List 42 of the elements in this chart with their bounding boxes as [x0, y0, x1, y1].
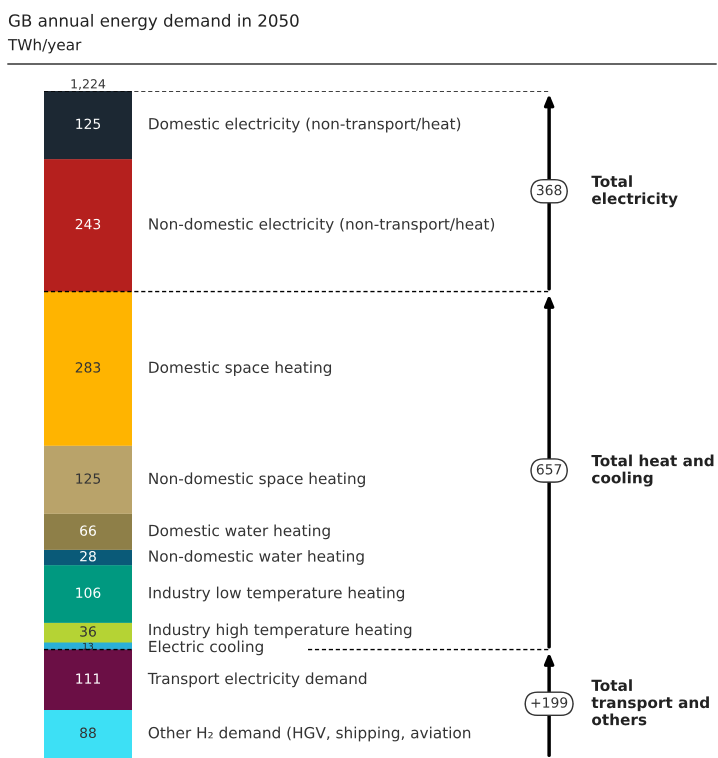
- chart-title: GB annual energy demand in 2050: [8, 14, 299, 30]
- bar: [44, 91, 132, 160]
- bar: [44, 565, 132, 623]
- series-label: Domestic water heating: [149, 524, 330, 540]
- chart-subtitle: TWh/year: [8, 38, 82, 54]
- data-label: 88: [80, 728, 96, 738]
- data-label: 13: [83, 642, 94, 650]
- series-label: Non-domestic electricity (non-transport/heat): [149, 218, 494, 233]
- bar: [44, 292, 132, 446]
- bar: [44, 159, 132, 292]
- text: Total heat and cooling: [591, 454, 714, 487]
- bar: [44, 446, 132, 514]
- data-label: 125: [76, 473, 100, 484]
- text: Total transport and others: [591, 679, 709, 726]
- text: 368: [536, 184, 562, 196]
- series-label: Domestic electricity (non-transport/heat): [149, 118, 460, 132]
- bar: [44, 642, 132, 650]
- series-label: Domestic space heating: [149, 361, 332, 376]
- series-label: Electric cooling: [149, 640, 263, 656]
- data-label: 125: [76, 118, 100, 130]
- data-label: 28: [80, 550, 96, 562]
- bar: [44, 650, 132, 710]
- series-label: Industry high temperature heating: [149, 623, 412, 638]
- bar: [44, 550, 132, 566]
- text: Total electricity: [591, 175, 678, 208]
- data-label: 36: [80, 626, 96, 637]
- text: +199: [532, 697, 568, 708]
- data-label: 283: [76, 362, 100, 373]
- data-label: 243: [76, 218, 100, 230]
- bar: [44, 622, 132, 642]
- data-label: 111: [76, 674, 100, 684]
- series-label: Non-domestic space heating: [149, 472, 365, 488]
- data-label: 66: [80, 525, 96, 536]
- series-label: Transport electricity demand: [148, 672, 366, 688]
- series-label: Industry low temperature heating: [149, 586, 404, 602]
- series-label: Non-domestic water heating: [149, 550, 364, 565]
- bar: [44, 710, 132, 758]
- total-label: 1,224: [71, 79, 106, 90]
- text: 657: [536, 464, 562, 475]
- series-label: Other H₂ demand (HGV, shipping, aviation: [148, 726, 470, 742]
- data-label: 106: [76, 588, 100, 598]
- bar: [44, 514, 132, 550]
